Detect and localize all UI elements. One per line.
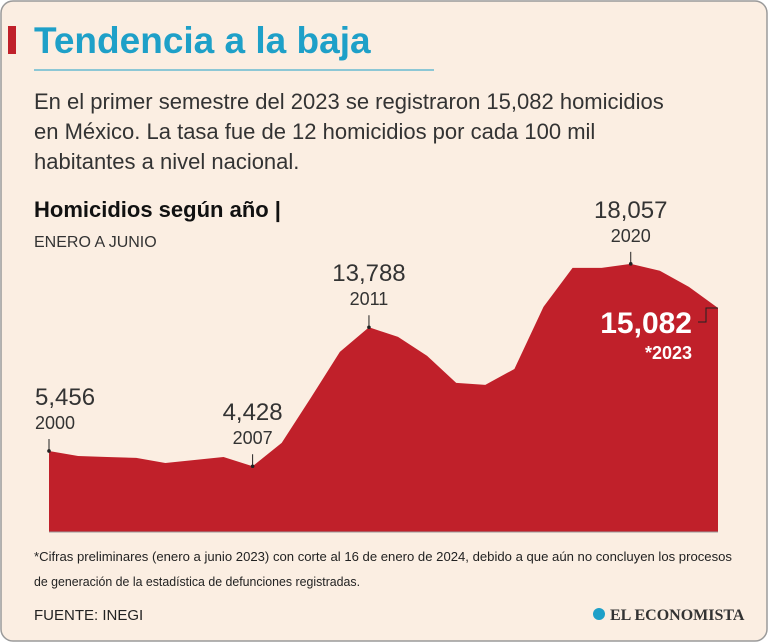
- year-label: 2007: [233, 428, 273, 448]
- year-label: *2023: [645, 343, 692, 363]
- leader-line: [698, 307, 718, 323]
- subtitle-line: En el primer semestre del 2023 se regist…: [34, 89, 664, 114]
- title-accent: [8, 26, 16, 54]
- value-label: 4,428: [223, 399, 283, 426]
- value-label: 18,057: [594, 197, 667, 224]
- subtitle-line: habitantes a nivel nacional.: [34, 149, 299, 174]
- subtitle-line: en México. La tasa fue de 12 homicidios …: [34, 119, 595, 144]
- point-dot: [367, 325, 371, 330]
- point-dot: [47, 449, 51, 453]
- value-label: 13,788: [332, 260, 405, 287]
- year-label: 2011: [350, 289, 389, 309]
- point-dot: [628, 262, 633, 266]
- year-label: 2000: [35, 413, 75, 433]
- value-label: 5,456: [35, 384, 95, 411]
- footnote-line: de generación de la estadística de defun…: [34, 574, 360, 589]
- source: FUENTE: INEGI: [34, 607, 143, 624]
- brand-logo: [593, 608, 605, 620]
- value-label: 15,082: [600, 307, 692, 340]
- title: Tendencia a la baja: [34, 20, 371, 61]
- brand: EL ECONOMISTA: [610, 607, 745, 624]
- area: [49, 263, 718, 532]
- year-label: 2020: [611, 226, 651, 246]
- footnote-line: *Cifras preliminares (enero a junio 2023…: [34, 549, 732, 564]
- chart-title: Homicidios según año |: [34, 197, 281, 222]
- chart-subtitle: ENERO A JUNIO: [34, 234, 157, 251]
- point-dot: [250, 464, 255, 469]
